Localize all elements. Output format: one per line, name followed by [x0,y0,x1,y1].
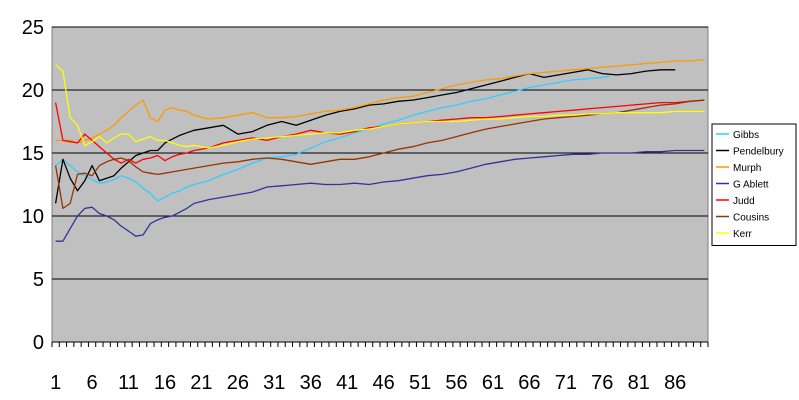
series-line-pendelbury [54,69,676,204]
plot-area [51,26,709,343]
legend-item: Cousins [716,213,769,224]
x-tick-label: 61 [482,372,504,394]
legend-label: Kerr [733,229,753,240]
series-line-kerr [55,64,705,149]
legend-item: Judd [716,196,755,207]
x-tick-label: 36 [300,372,322,394]
x-tick-label: 51 [409,372,431,394]
series-line-judd [54,99,705,164]
x-tick-label: 21 [190,372,212,394]
y-axis: 0 5 10 15 20 25 [22,17,44,354]
series-line-cousins [54,99,705,210]
x-tick-label: 86 [664,372,686,394]
legend-label: Murph [733,163,761,174]
x-tick-label: 26 [227,372,249,394]
legend-item: Gibbs [716,130,759,141]
x-tick-label: 76 [591,372,613,394]
legend-label: Pendelbury [733,147,784,158]
legend-label: G Ablett [733,180,769,191]
x-tick-label: 16 [154,372,176,394]
x-tick-label: 6 [87,372,98,394]
x-tick-label: 1 [50,372,61,394]
y-tick-label: 10 [22,206,44,228]
x-tick-label: 81 [628,372,650,394]
legend-label: Cousins [733,213,769,224]
legend-label: Judd [733,196,755,207]
y-tick-label: 25 [22,17,44,39]
legend-item: Kerr [716,229,753,240]
x-axis: 1 6 11 16 21 26 31 36 41 46 51 56 61 66 71 76 81 86 [50,341,709,394]
legend-box [711,123,797,246]
x-tick-label: 46 [373,372,395,394]
x-tick-label: 71 [555,372,577,394]
legend-item: Murph [716,163,761,174]
x-tick-label: 41 [336,372,358,394]
y-tick-label: 5 [33,269,44,291]
legend-item: G Ablett [716,180,769,191]
series-line-g-ablett [55,149,705,242]
x-tick-label: 56 [445,372,467,394]
legend-label: Gibbs [733,130,759,141]
y-tick-label: 15 [22,143,44,165]
x-tick-label: 66 [518,372,540,394]
series-layer [54,59,705,242]
y-tick-label: 20 [22,80,44,102]
legend: Gibbs Pendelbury Murph G Ablett Judd Cousins K… [711,123,797,246]
series-line-murph [55,59,705,144]
x-tick-label: 11 [118,372,139,394]
x-tick-label: 31 [263,372,285,394]
y-tick-label: 0 [33,332,44,354]
legend-item: Pendelbury [716,147,784,158]
